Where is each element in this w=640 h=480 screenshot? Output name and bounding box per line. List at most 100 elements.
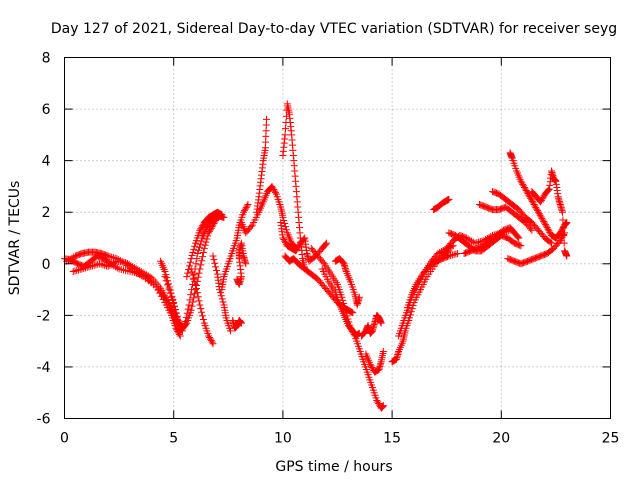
data-point-marker <box>379 402 387 410</box>
data-point-marker <box>444 253 452 261</box>
data-point-marker <box>447 252 455 260</box>
data-point-marker <box>200 244 208 252</box>
plot-frame <box>64 57 611 419</box>
y-tick-label: -2 <box>37 308 51 324</box>
data-point-marker <box>377 319 385 327</box>
data-point-marker <box>347 308 355 316</box>
data-point-marker <box>71 267 79 275</box>
data-point-marker <box>184 269 192 277</box>
data-point-marker <box>281 237 289 245</box>
data-point-marker <box>341 306 349 314</box>
data-point-marker <box>76 265 84 273</box>
data-point-marker <box>188 286 196 294</box>
series-arc-pos-e <box>489 188 556 247</box>
y-tick-label: 4 <box>42 154 51 170</box>
data-point-marker <box>199 248 207 256</box>
data-point-marker <box>282 239 290 247</box>
data-point-marker <box>173 312 181 320</box>
data-point-marker <box>516 241 524 249</box>
data-point-marker <box>195 246 203 254</box>
data-point-marker <box>90 261 98 269</box>
data-point-marker <box>102 262 110 270</box>
data-point-marker <box>539 216 547 224</box>
data-point-marker <box>164 281 172 289</box>
data-point-marker <box>202 224 210 232</box>
data-point-marker <box>293 245 301 253</box>
data-point-marker <box>271 189 279 197</box>
data-point-marker <box>106 253 114 261</box>
data-point-marker <box>375 400 383 408</box>
data-point-marker <box>192 285 200 293</box>
data-point-marker <box>560 231 568 239</box>
data-point-marker <box>181 318 189 326</box>
data-point-marker <box>282 226 290 234</box>
data-point-marker <box>216 210 224 218</box>
x-tick-label: 25 <box>602 431 620 447</box>
data-point-marker <box>165 285 173 293</box>
data-point-marker <box>269 184 277 192</box>
data-point-marker <box>172 309 180 317</box>
data-point-marker <box>409 302 417 310</box>
data-point-marker <box>174 316 182 324</box>
data-point-marker <box>538 195 546 203</box>
data-point-marker <box>195 243 203 251</box>
data-point-marker <box>368 363 376 371</box>
data-point-marker <box>542 222 550 230</box>
data-point-marker <box>244 200 252 208</box>
data-point-marker <box>74 266 82 274</box>
data-point-marker <box>191 242 199 250</box>
data-point-marker <box>537 196 545 204</box>
y-tick-label: -6 <box>37 412 51 428</box>
data-point-marker <box>546 228 554 236</box>
data-point-marker <box>541 221 549 229</box>
data-point-marker <box>189 248 197 256</box>
data-point-marker <box>88 262 96 270</box>
data-point-marker <box>527 196 535 204</box>
series-arc-bump-12 <box>331 255 363 309</box>
data-point-marker <box>319 258 327 266</box>
data-point-marker <box>202 238 210 246</box>
y-tick-label: 8 <box>42 51 51 67</box>
data-point-marker <box>175 330 183 338</box>
data-point-marker <box>226 327 234 335</box>
data-point-marker <box>529 199 537 207</box>
data-point-marker <box>534 207 542 215</box>
data-point-marker <box>537 198 545 206</box>
data-point-marker <box>183 309 191 317</box>
series-arc-spike-10 <box>279 100 309 273</box>
series-arc-rise-to-2 <box>218 200 252 294</box>
data-point-marker <box>170 303 178 311</box>
data-point-marker <box>522 187 530 195</box>
data-point-marker <box>534 208 542 216</box>
data-point-marker <box>182 313 190 321</box>
data-point-marker <box>450 251 458 259</box>
data-point-marker <box>282 125 290 133</box>
data-point-marker <box>247 223 255 231</box>
data-point-marker <box>240 207 248 215</box>
data-point-marker <box>217 292 225 300</box>
data-point-marker <box>206 227 214 235</box>
data-point-marker <box>208 338 216 346</box>
data-point-marker <box>103 252 111 260</box>
chart-title: Day 127 of 2021, Sidereal Day-to-day VTE… <box>51 21 617 37</box>
data-point-marker <box>185 301 193 309</box>
data-point-marker <box>556 237 564 245</box>
series-arc-recover-c <box>403 249 462 312</box>
data-point-marker <box>216 289 224 297</box>
data-point-marker <box>186 296 194 304</box>
data-point-marker <box>520 182 528 190</box>
data-point-marker <box>212 263 220 271</box>
data-point-marker <box>188 268 196 276</box>
data-point-marker <box>92 261 100 269</box>
data-point-marker <box>560 239 568 247</box>
data-point-marker <box>279 213 287 221</box>
data-point-marker <box>187 291 195 299</box>
data-point-marker <box>108 253 116 261</box>
data-point-marker <box>520 183 528 191</box>
series-arc-pos-c <box>460 224 523 257</box>
data-point-marker <box>445 252 453 260</box>
series-arc-drop-to-3 <box>187 265 217 348</box>
series-arc-start-mid <box>69 257 186 335</box>
data-point-marker <box>190 274 198 282</box>
data-point-marker <box>408 305 416 313</box>
